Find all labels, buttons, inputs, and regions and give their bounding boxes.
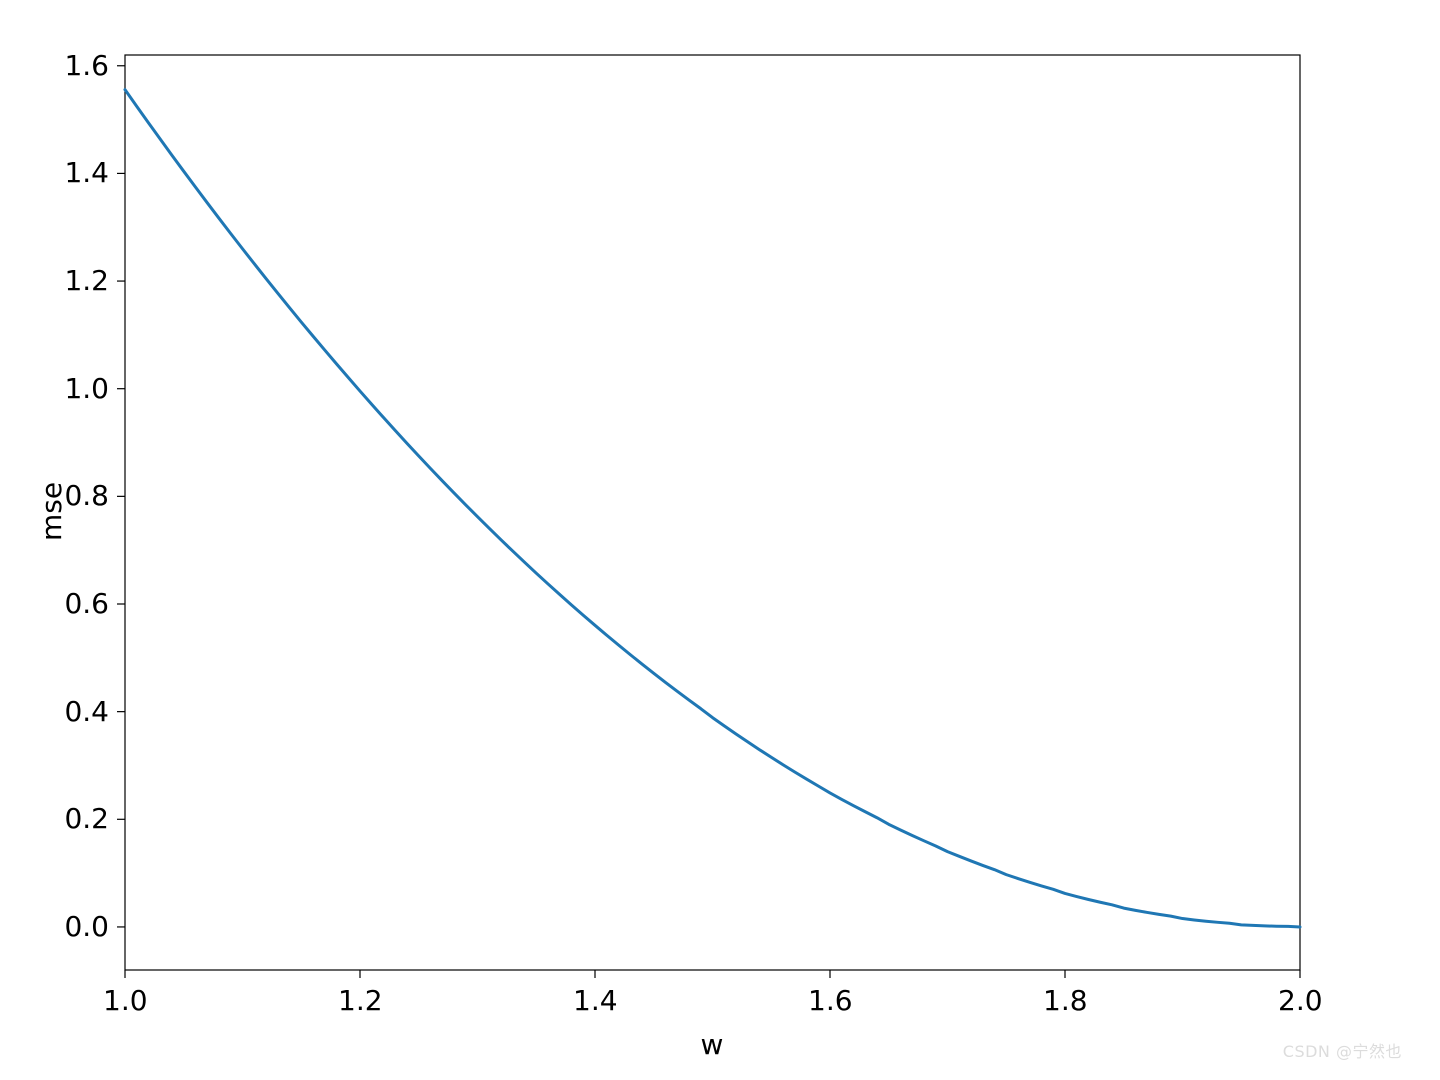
y-tick-label: 0.6 xyxy=(64,587,109,620)
x-tick-label: 1.4 xyxy=(573,984,618,1017)
chart-container: mse w CSDN @宁然也 1.0 1.2 1.4 1.6 1.8 2.0 0.0 0.2… xyxy=(0,0,1440,1080)
y-tick-label: 1.4 xyxy=(64,156,109,189)
x-tick-label: 1.8 xyxy=(1043,984,1088,1017)
x-tick-label: 1.6 xyxy=(808,984,853,1017)
watermark-text: CSDN @宁然也 xyxy=(1283,1038,1402,1062)
y-tick-label: 0.8 xyxy=(64,479,109,512)
y-axis-label: mse xyxy=(35,481,68,540)
x-tick-label: 2.0 xyxy=(1278,984,1323,1017)
y-tick-label: 0.0 xyxy=(64,910,109,943)
y-tick-label: 1.6 xyxy=(64,49,109,82)
y-tick-label: 0.4 xyxy=(64,695,109,728)
x-axis-label: w xyxy=(701,1028,724,1061)
x-tick-label: 1.2 xyxy=(338,984,383,1017)
x-tick-label: 1.0 xyxy=(103,984,148,1017)
y-tick-label: 1.2 xyxy=(64,264,109,297)
line-chart xyxy=(0,0,1440,1080)
y-tick-label: 1.0 xyxy=(64,372,109,405)
y-tick-label: 0.2 xyxy=(64,802,109,835)
